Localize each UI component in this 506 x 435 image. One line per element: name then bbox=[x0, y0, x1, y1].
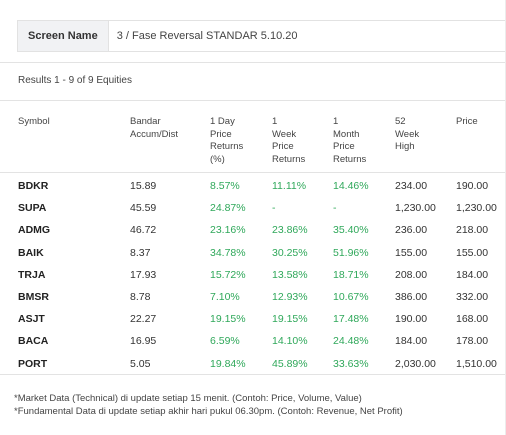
column-header-1week[interactable]: 1 Week Price Returns bbox=[272, 116, 305, 166]
cell-high52: 155.00 bbox=[395, 247, 427, 259]
cell-bandar: 8.78 bbox=[130, 291, 150, 303]
cell-w1: 13.58% bbox=[272, 269, 308, 281]
divider bbox=[0, 172, 506, 173]
cell-d1: 23.16% bbox=[210, 224, 246, 236]
cell-m1: 35.40% bbox=[333, 224, 369, 236]
divider bbox=[0, 62, 506, 63]
cell-high52: 236.00 bbox=[395, 224, 427, 236]
cell-high52: 234.00 bbox=[395, 180, 427, 192]
divider bbox=[0, 374, 506, 375]
cell-d1: 24.87% bbox=[210, 202, 246, 214]
cell-d1: 34.78% bbox=[210, 247, 246, 259]
symbol-link[interactable]: SUPA bbox=[18, 202, 46, 214]
cell-d1: 19.84% bbox=[210, 358, 246, 370]
symbol-link[interactable]: BDKR bbox=[18, 180, 48, 192]
cell-price: 190.00 bbox=[456, 180, 488, 192]
cell-bandar: 46.72 bbox=[130, 224, 156, 236]
cell-price: 178.00 bbox=[456, 335, 488, 347]
cell-w1: 12.93% bbox=[272, 291, 308, 303]
divider bbox=[0, 100, 506, 101]
cell-w1: 23.86% bbox=[272, 224, 308, 236]
cell-price: 218.00 bbox=[456, 224, 488, 236]
table-row[interactable]: BACA 16.95 6.59% 14.10% 24.48% 184.00 178.00 bbox=[0, 331, 506, 353]
cell-m1: 24.48% bbox=[333, 335, 369, 347]
cell-bandar: 15.89 bbox=[130, 180, 156, 192]
table-header: Symbol Bandar Accum/Dist 1 Day Price Return… bbox=[0, 110, 506, 172]
cell-d1: 15.72% bbox=[210, 269, 246, 281]
cell-w1: 11.11% bbox=[272, 180, 306, 192]
table-row[interactable]: BAIK 8.37 34.78% 30.25% 51.96% 155.00 155.00 bbox=[0, 243, 506, 265]
column-header-1day[interactable]: 1 Day Price Returns (%) bbox=[210, 116, 243, 166]
footnote-market: *Market Data (Technical) di update setia… bbox=[14, 393, 362, 404]
cell-high52: 1,230.00 bbox=[395, 202, 436, 214]
cell-m1: 17.48% bbox=[333, 313, 369, 325]
symbol-link[interactable]: TRJA bbox=[18, 269, 45, 281]
cell-w1: - bbox=[272, 202, 276, 214]
cell-bandar: 8.37 bbox=[130, 247, 150, 259]
cell-high52: 386.00 bbox=[395, 291, 427, 303]
cell-price: 1,510.00 bbox=[456, 358, 497, 370]
cell-m1: 51.96% bbox=[333, 247, 369, 259]
column-header-symbol[interactable]: Symbol bbox=[18, 116, 50, 129]
cell-d1: 19.15% bbox=[210, 313, 246, 325]
cell-w1: 14.10% bbox=[272, 335, 308, 347]
cell-m1: 14.46% bbox=[333, 180, 369, 192]
table-row[interactable]: ADMG 46.72 23.16% 23.86% 35.40% 236.00 218.00 bbox=[0, 220, 506, 242]
cell-d1: 6.59% bbox=[210, 335, 240, 347]
cell-price: 155.00 bbox=[456, 247, 488, 259]
cell-bandar: 5.05 bbox=[130, 358, 150, 370]
cell-high52: 208.00 bbox=[395, 269, 427, 281]
screen-name-label: Screen Name bbox=[18, 21, 109, 51]
cell-w1: 45.89% bbox=[272, 358, 308, 370]
symbol-link[interactable]: BAIK bbox=[18, 247, 44, 259]
column-header-52week-high[interactable]: 52 Week High bbox=[395, 116, 419, 154]
table-row[interactable]: BMSR 8.78 7.10% 12.93% 10.67% 386.00 332.00 bbox=[0, 287, 506, 309]
cell-high52: 2,030.00 bbox=[395, 358, 436, 370]
cell-price: 1,230.00 bbox=[456, 202, 497, 214]
screen-name-box: Screen Name 3 / Fase Reversal STANDAR 5.… bbox=[17, 20, 506, 52]
cell-price: 332.00 bbox=[456, 291, 488, 303]
footnote-fundamental: *Fundamental Data di update setiap akhir… bbox=[14, 406, 403, 417]
symbol-link[interactable]: ASJT bbox=[18, 313, 45, 325]
symbol-link[interactable]: PORT bbox=[18, 358, 47, 370]
cell-m1: - bbox=[333, 202, 337, 214]
cell-price: 184.00 bbox=[456, 269, 488, 281]
cell-w1: 19.15% bbox=[272, 313, 308, 325]
table-row[interactable]: SUPA 45.59 24.87% - - 1,230.00 1,230.00 bbox=[0, 198, 506, 220]
symbol-link[interactable]: BACA bbox=[18, 335, 48, 347]
table-row[interactable]: TRJA 17.93 15.72% 13.58% 18.71% 208.00 184.00 bbox=[0, 265, 506, 287]
table-row[interactable]: BDKR 15.89 8.57% 11.11% 14.46% 234.00 190.00 bbox=[0, 176, 506, 198]
cell-high52: 184.00 bbox=[395, 335, 427, 347]
cell-d1: 7.10% bbox=[210, 291, 240, 303]
table-row[interactable]: PORT 5.05 19.84% 45.89% 33.63% 2,030.00 1,510.… bbox=[0, 354, 506, 376]
cell-d1: 8.57% bbox=[210, 180, 240, 192]
symbol-link[interactable]: BMSR bbox=[18, 291, 49, 303]
column-header-bandar[interactable]: Bandar Accum/Dist bbox=[130, 116, 178, 141]
table-row[interactable]: ASJT 22.27 19.15% 19.15% 17.48% 190.00 168.00 bbox=[0, 309, 506, 331]
column-header-1month[interactable]: 1 Month Price Returns bbox=[333, 116, 366, 166]
column-header-price[interactable]: Price bbox=[456, 116, 478, 129]
cell-w1: 30.25% bbox=[272, 247, 308, 259]
symbol-link[interactable]: ADMG bbox=[18, 224, 50, 236]
results-count: Results 1 - 9 of 9 Equities bbox=[18, 75, 132, 86]
cell-m1: 33.63% bbox=[333, 358, 369, 370]
cell-m1: 10.67% bbox=[333, 291, 369, 303]
cell-bandar: 22.27 bbox=[130, 313, 156, 325]
screen-name-value[interactable]: 3 / Fase Reversal STANDAR 5.10.20 bbox=[109, 30, 298, 42]
cell-price: 168.00 bbox=[456, 313, 488, 325]
cell-bandar: 16.95 bbox=[130, 335, 156, 347]
cell-bandar: 17.93 bbox=[130, 269, 156, 281]
cell-high52: 190.00 bbox=[395, 313, 427, 325]
cell-m1: 18.71% bbox=[333, 269, 369, 281]
cell-bandar: 45.59 bbox=[130, 202, 156, 214]
